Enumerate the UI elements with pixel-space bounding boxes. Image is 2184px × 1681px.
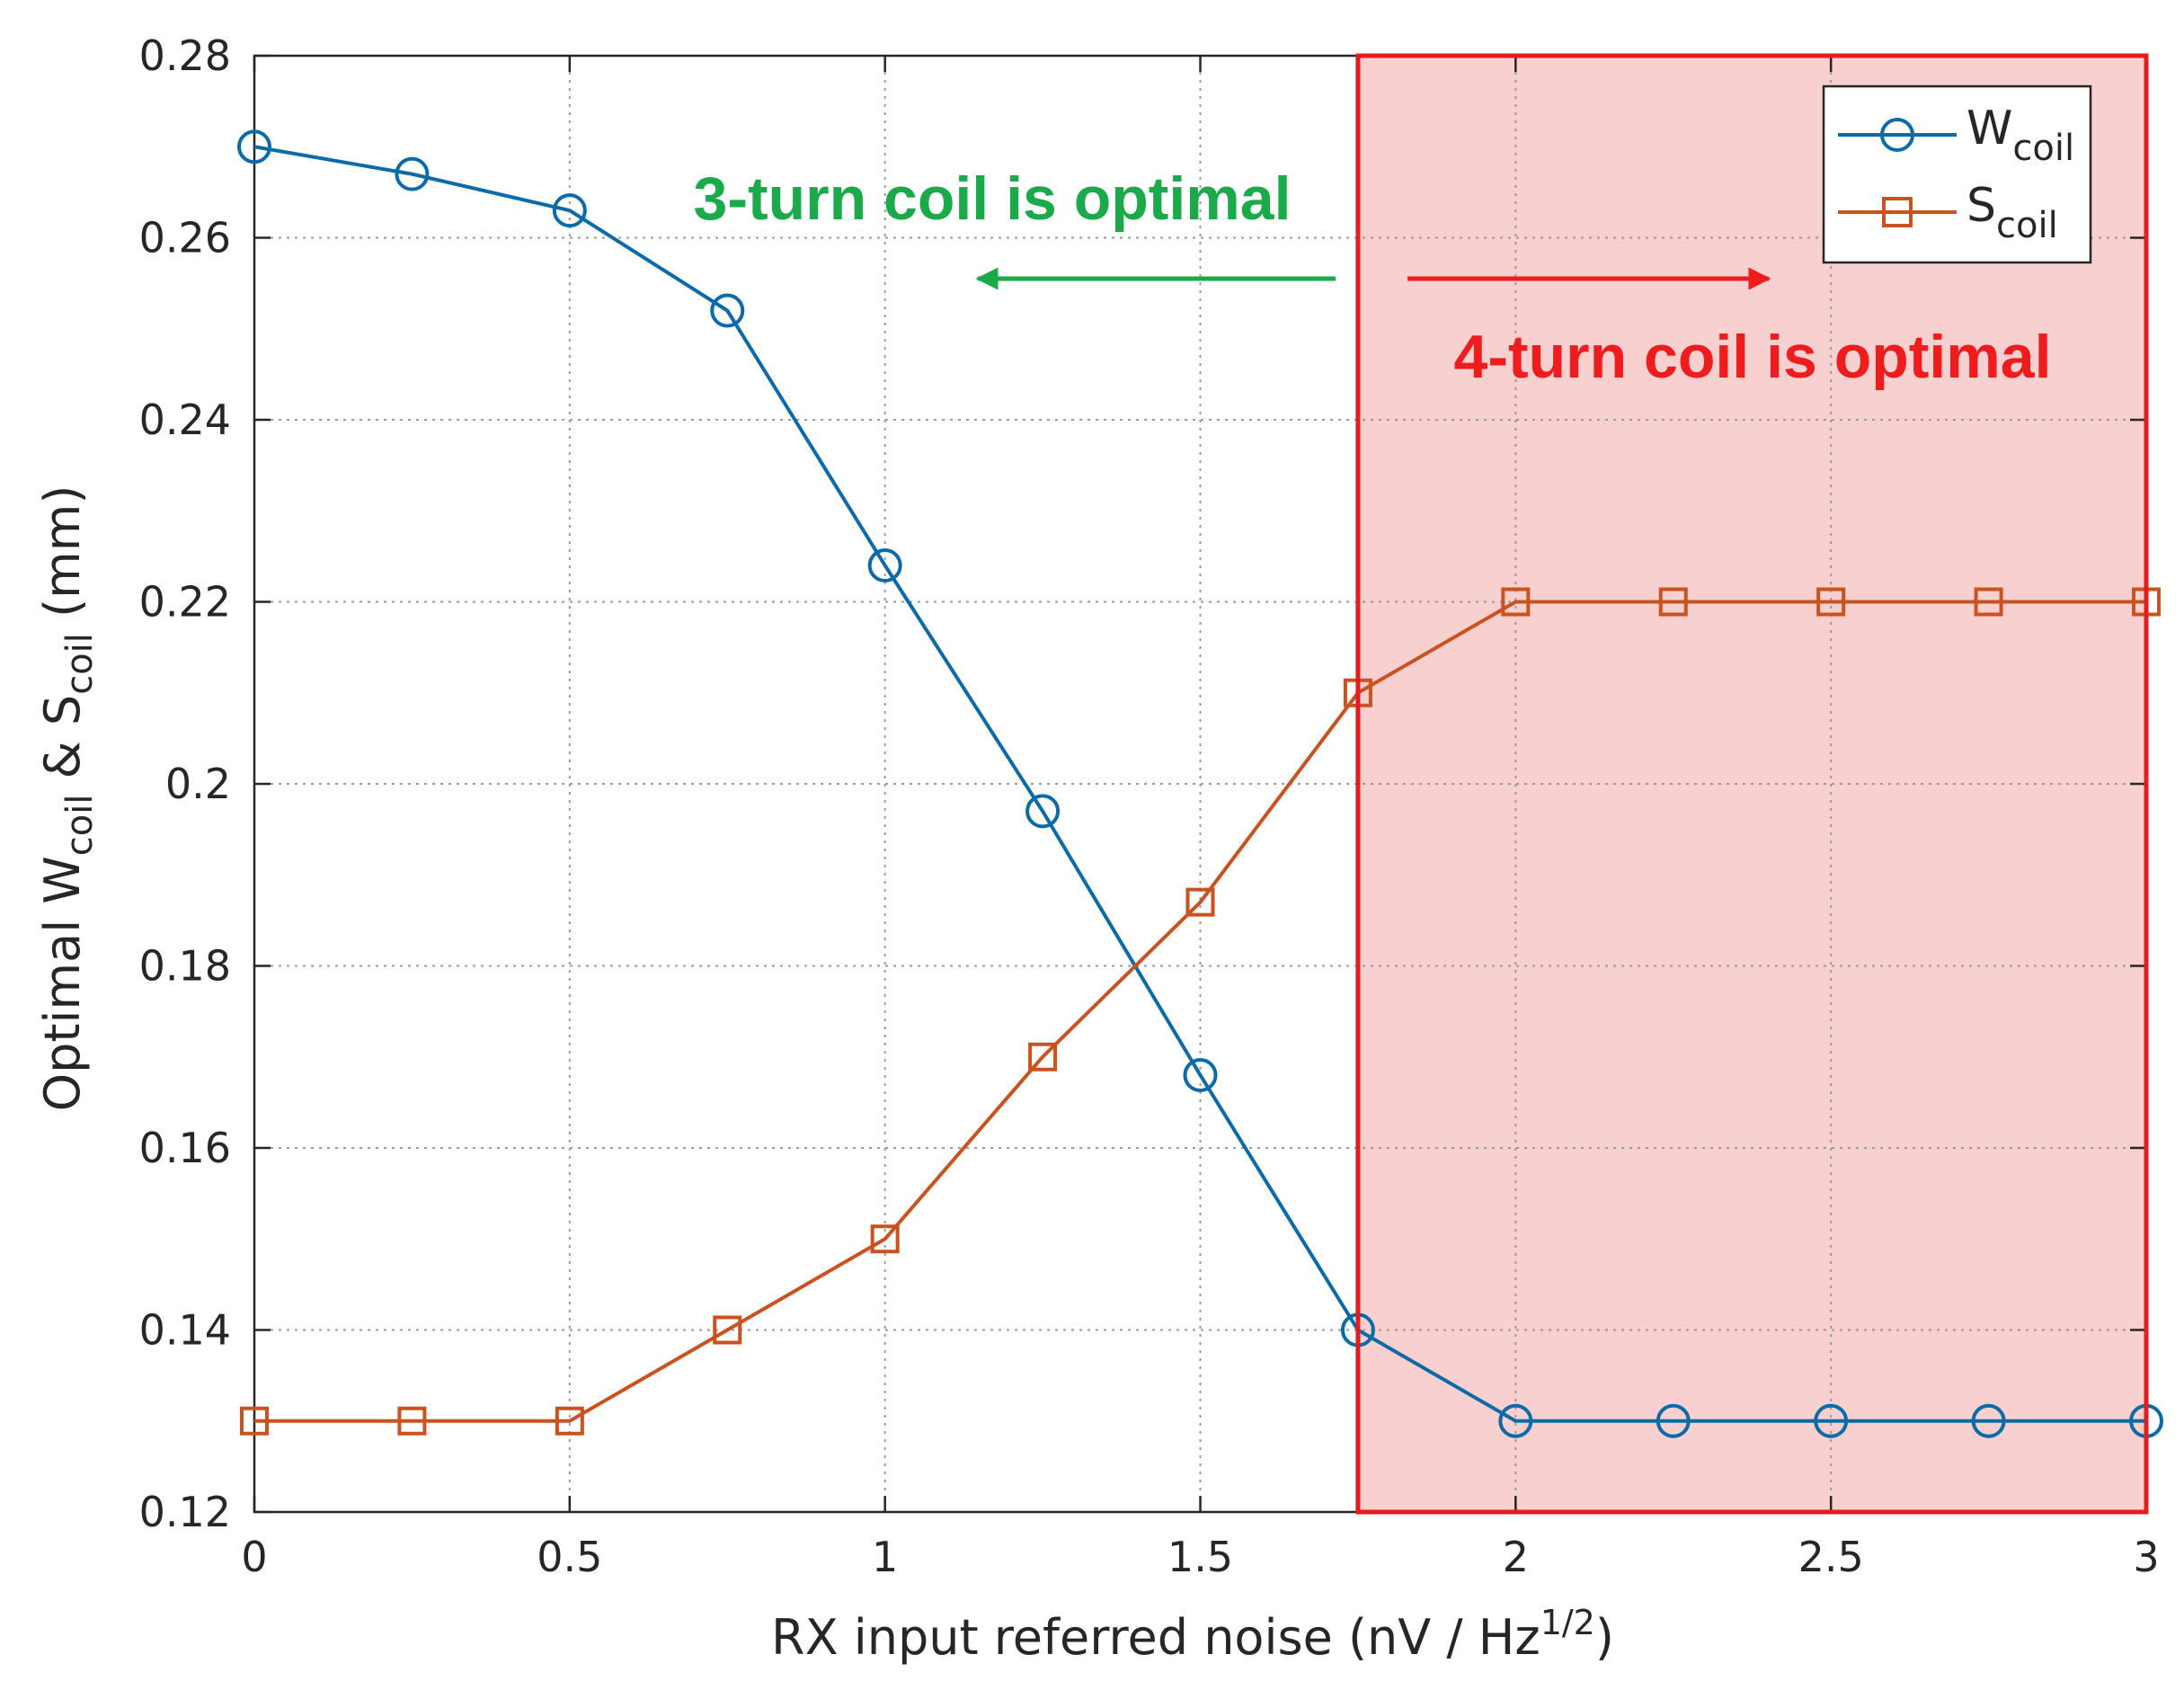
- data-point: [237, 129, 271, 165]
- series-w-coil: [237, 129, 2163, 1438]
- legend-box: [1822, 84, 2092, 264]
- data-point: [1498, 1403, 1533, 1438]
- data-point: [1816, 587, 1846, 617]
- y-tick-label: 0.16: [139, 1124, 231, 1172]
- x-tick-label: 1.5: [1167, 1533, 1233, 1581]
- data-point: [1974, 587, 2003, 617]
- data-point: [1185, 887, 1215, 917]
- y-tick-label: 0.24: [139, 396, 231, 444]
- series-layer: [237, 129, 2163, 1438]
- data-point: [867, 548, 902, 583]
- series-line: [254, 600, 2146, 1423]
- x-tick-labels: 0 0.5 1 1.5 2 2.5 3: [241, 1533, 2159, 1581]
- legend: Wcoil Scoil: [1822, 84, 2092, 264]
- data-point: [555, 1406, 584, 1436]
- data-point: [1501, 587, 1531, 617]
- y-tick-label: 0.22: [139, 578, 231, 627]
- x-tick-label: 0.5: [537, 1533, 602, 1581]
- y-tick-label: 0.2: [165, 760, 231, 808]
- data-point: [552, 193, 587, 228]
- data-point: [1025, 794, 1061, 829]
- data-point: [1183, 1058, 1218, 1092]
- legend-label-w: Wcoil: [1966, 102, 2074, 169]
- x-tick-label: 1: [872, 1533, 898, 1581]
- data-point: [710, 293, 745, 328]
- y-tick-label: 0.26: [139, 214, 231, 262]
- annotation-4turn: 4-turn coil is optimal: [1454, 323, 2052, 391]
- y-tick-label: 0.12: [139, 1488, 231, 1536]
- x-tick-label: 3: [2133, 1533, 2159, 1581]
- y-axis-label: Optimal Wcoil & Scoil (mm): [34, 485, 101, 1112]
- x-axis-label: RX input referred noise (nV / Hz1/2): [771, 1603, 1614, 1666]
- y-tick-labels: 0.12 0.14 0.16 0.18 0.2 0.22 0.24 0.26 0.28: [139, 31, 231, 1536]
- series-s-coil: [240, 587, 2161, 1436]
- data-point: [870, 1224, 900, 1254]
- optimal-4turn-region-border: [1355, 53, 2149, 1515]
- legend-label-s: Scoil: [1966, 179, 2058, 246]
- data-point: [713, 1315, 742, 1345]
- annotation-3turn: 3-turn coil is optimal: [694, 165, 1292, 233]
- grid-lines: [254, 56, 2146, 1512]
- data-point: [1658, 587, 1688, 617]
- data-point: [1656, 1403, 1691, 1438]
- y-tick-label: 0.18: [139, 942, 231, 991]
- data-point: [395, 156, 430, 191]
- x-tick-label: 0: [241, 1533, 267, 1581]
- data-point: [1971, 1403, 2006, 1438]
- data-point: [1028, 1042, 1058, 1072]
- legend-marker-w: [1880, 118, 1914, 152]
- y-tick-label: 0.14: [139, 1306, 231, 1355]
- data-point: [397, 1406, 427, 1436]
- data-point: [240, 1406, 269, 1436]
- series-line: [253, 145, 2146, 1423]
- data-point: [1814, 1403, 1849, 1438]
- legend-marker-s: [1882, 197, 1913, 227]
- x-tick-label: 2.5: [1798, 1533, 1864, 1581]
- x-tick-label: 2: [1503, 1533, 1529, 1581]
- y-tick-label: 0.28: [139, 31, 231, 80]
